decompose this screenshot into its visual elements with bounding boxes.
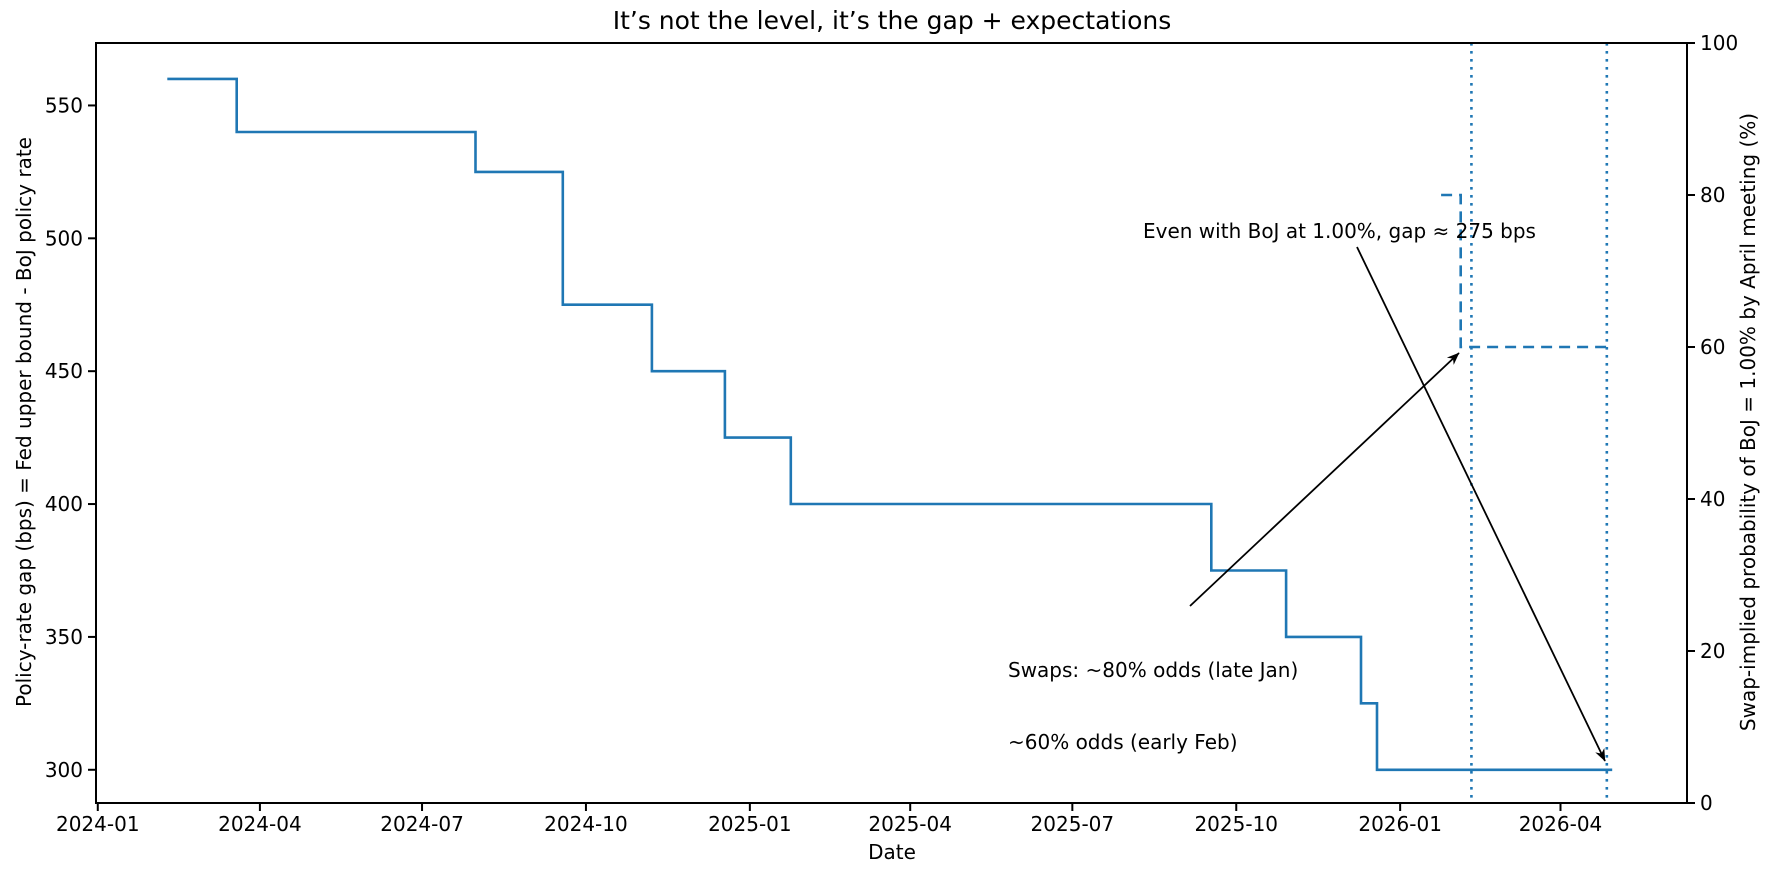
svg-text:550: 550 (45, 93, 83, 117)
svg-text:2025-10: 2025-10 (1194, 812, 1278, 836)
annotation-gap-text: Even with BoJ at 1.00%, gap ≈ 275 bps (1143, 219, 1536, 243)
svg-text:350: 350 (45, 625, 83, 649)
left-y-axis-label: Policy-rate gap (bps) = Fed upper bound … (12, 137, 36, 707)
svg-text:80: 80 (1700, 183, 1725, 207)
svg-text:60: 60 (1700, 335, 1725, 359)
svg-text:2025-01: 2025-01 (708, 812, 792, 836)
vlines (1470, 43, 1609, 803)
tick-marks (88, 42, 1695, 811)
svg-text:2025-07: 2025-07 (1031, 812, 1115, 836)
svg-text:2026-01: 2026-01 (1358, 812, 1442, 836)
tick-labels: 2024-01 2024-04 2024-07 2024-10 2025-01 2025-… (45, 31, 1738, 836)
svg-text:2025-04: 2025-04 (868, 812, 952, 836)
svg-text:2024-01: 2024-01 (56, 812, 140, 836)
svg-text:2024-07: 2024-07 (380, 812, 464, 836)
svg-text:40: 40 (1700, 487, 1725, 511)
svg-text:300: 300 (45, 758, 83, 782)
policy-rate-gap-bps-line (167, 77, 1613, 772)
svg-text:0: 0 (1700, 791, 1713, 815)
svg-text:450: 450 (45, 359, 83, 383)
annotation-arrows (1189, 246, 1606, 762)
annotation-swaps-text: Swaps: ~80% odds (late Jan) ~60% odds (e… (1008, 610, 1298, 802)
x-axis-label: Date (868, 840, 916, 864)
svg-text:500: 500 (45, 226, 83, 250)
annotation-swaps-line1: Swaps: ~80% odds (late Jan) (1008, 658, 1299, 682)
chart-title: It’s not the level, it’s the gap + expec… (612, 6, 1172, 35)
svg-text:2026-04: 2026-04 (1519, 812, 1603, 836)
svg-text:100: 100 (1700, 31, 1738, 55)
swap-implied-probability-pct-line (1441, 193, 1613, 349)
svg-text:20: 20 (1700, 639, 1725, 663)
svg-text:400: 400 (45, 492, 83, 516)
svg-text:2024-04: 2024-04 (218, 812, 302, 836)
right-y-axis-label: Swap-implied probability of BoJ = 1.00% … (1736, 112, 1760, 732)
svg-text:2024-10: 2024-10 (544, 812, 628, 836)
annotation-swaps-line2: ~60% odds (early Feb) (1008, 730, 1238, 754)
axes-frame (95, 42, 1688, 804)
